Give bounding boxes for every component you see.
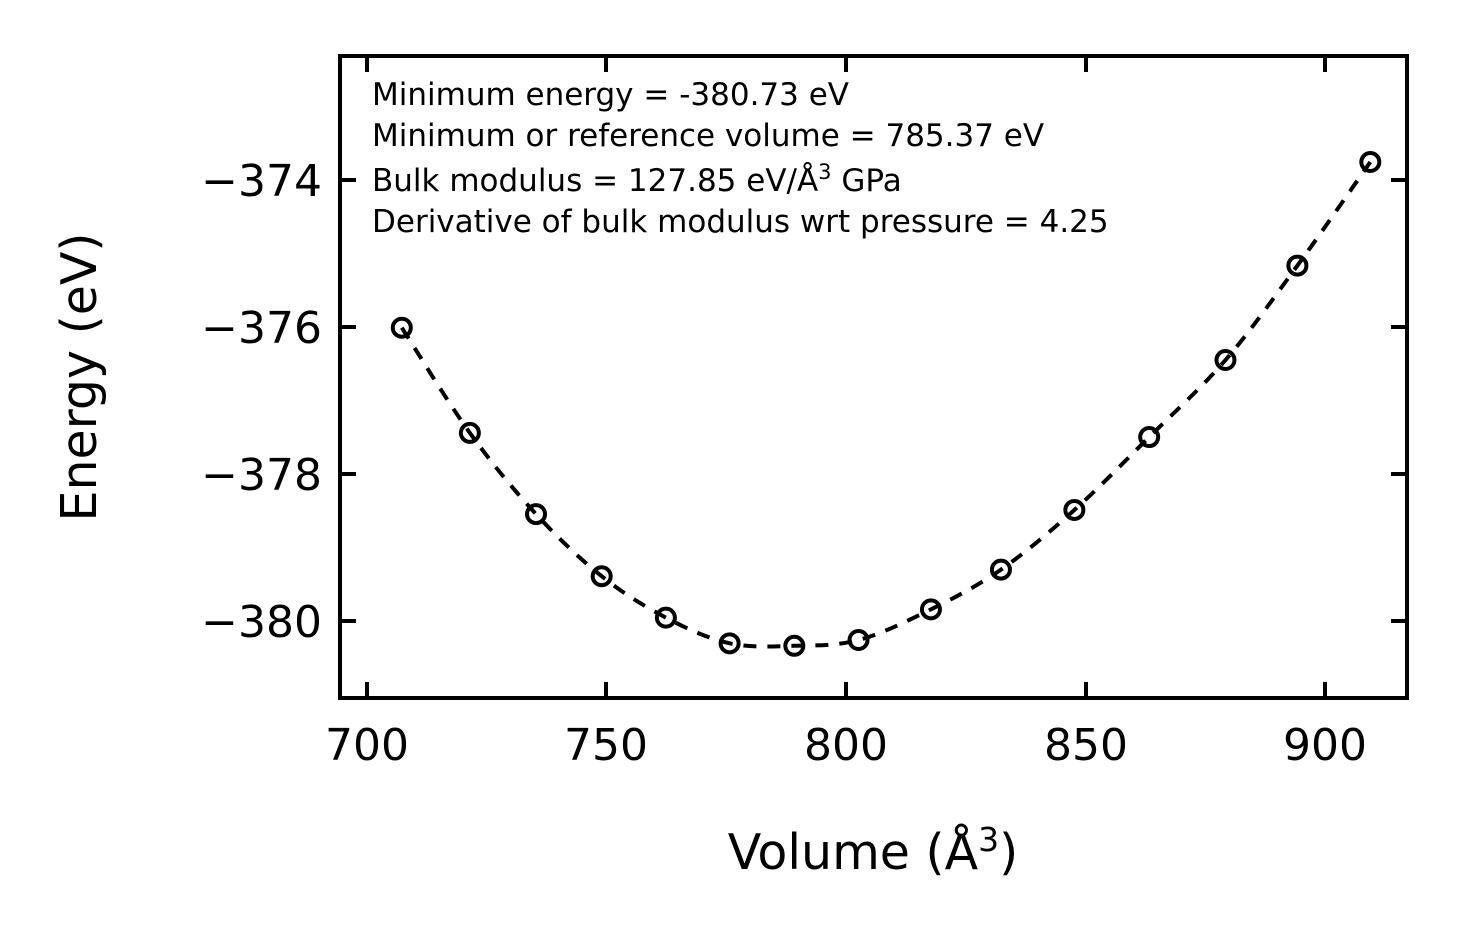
data-point-marker bbox=[590, 565, 613, 588]
x-axis-title-superscript: 3 bbox=[978, 820, 999, 859]
data-point-marker bbox=[1138, 426, 1161, 449]
x-axis-title-prefix: Volume (Å bbox=[728, 822, 979, 881]
annotation-line-bulk-derivative: Derivative of bulk modulus wrt pressure … bbox=[372, 204, 1109, 240]
data-point-marker bbox=[1286, 254, 1309, 277]
data-point-marker bbox=[654, 606, 677, 629]
x-tick-label: 800 bbox=[804, 720, 888, 771]
x-tick-labels: 700 750 800 850 900 bbox=[325, 720, 1367, 771]
annotation-bulk-modulus-superscript: 3 bbox=[818, 160, 831, 184]
data-point-marker bbox=[1214, 349, 1237, 372]
x-axis-title: Volume (Å3) bbox=[728, 820, 1019, 881]
data-point-marker bbox=[390, 316, 413, 339]
fit-results-annotation: Minimum energy = -380.73 eV Minimum or r… bbox=[372, 77, 1109, 240]
x-tick-label: 700 bbox=[325, 720, 409, 771]
x-tick-label: 900 bbox=[1283, 720, 1367, 771]
y-tick-label: −376 bbox=[201, 303, 322, 354]
y-tick-marks bbox=[340, 178, 1407, 623]
data-series-group bbox=[390, 151, 1382, 657]
x-tick-marks bbox=[365, 56, 1327, 698]
data-markers bbox=[390, 151, 1382, 657]
data-point-marker bbox=[783, 634, 806, 657]
x-tick-label: 750 bbox=[564, 720, 648, 771]
data-point-marker bbox=[458, 421, 481, 444]
annotation-line-bulk-modulus: Bulk modulus = 127.85 eV/Å3 GPa bbox=[372, 160, 902, 199]
x-tick-label: 850 bbox=[1044, 720, 1128, 771]
data-point-marker bbox=[1359, 151, 1382, 174]
annotation-bulk-modulus-prefix: Bulk modulus = 127.85 eV/Å bbox=[372, 163, 818, 199]
annotation-line-min-energy: Minimum energy = -380.73 eV bbox=[372, 77, 849, 113]
data-point-marker bbox=[989, 558, 1012, 581]
x-axis-title-suffix: ) bbox=[999, 824, 1018, 881]
axes-frame bbox=[338, 54, 1409, 700]
y-tick-label: −378 bbox=[201, 450, 322, 501]
data-point-marker bbox=[525, 503, 548, 526]
y-axis-title: Energy (eV) bbox=[51, 232, 108, 521]
y-tick-label: −374 bbox=[201, 156, 322, 207]
y-tick-label: −380 bbox=[201, 597, 322, 648]
data-point-marker bbox=[919, 598, 942, 621]
data-point-marker bbox=[1063, 498, 1086, 521]
annotation-line-min-volume: Minimum or reference volume = 785.37 eV bbox=[372, 118, 1044, 154]
data-point-marker bbox=[718, 632, 741, 655]
annotation-bulk-modulus-suffix: GPa bbox=[832, 163, 902, 199]
y-tick-labels: −374 −376 −378 −380 bbox=[201, 156, 322, 648]
data-point-marker bbox=[847, 629, 870, 652]
